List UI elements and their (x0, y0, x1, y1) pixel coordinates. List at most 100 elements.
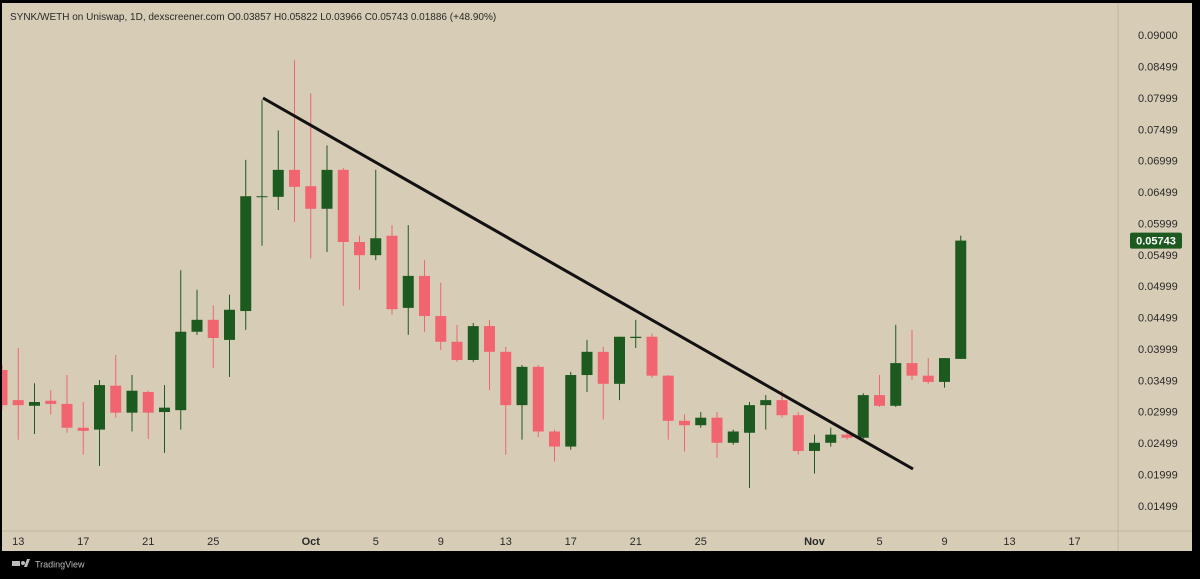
y-tick-label: 0.02499 (1138, 438, 1178, 450)
chart-title: SYNK/WETH on Uniswap, 1D, dexscreener.co… (10, 12, 225, 23)
candle-body (874, 395, 885, 406)
header: SYNK/WETH on Uniswap, 1D, dexscreener.co… (10, 12, 496, 23)
candle-body (305, 186, 317, 209)
ohlc-change: 0.01886 (+48.90%) (411, 12, 496, 23)
x-tick-label: Nov (804, 536, 826, 548)
x-tick-label: Oct (302, 536, 321, 548)
x-tick-label: 17 (77, 536, 89, 548)
x-tick-label: 9 (941, 536, 947, 548)
brand-logo (12, 559, 30, 567)
candle-body (126, 390, 138, 413)
x-tick-label: 25 (695, 536, 707, 548)
candle-body (857, 395, 869, 438)
candle-body (321, 169, 333, 209)
candle-body (500, 351, 512, 406)
candle-body (955, 240, 967, 359)
candle-body (175, 331, 187, 411)
y-tick-label: 0.01999 (1138, 469, 1178, 481)
candle-body (532, 366, 544, 432)
candle-body (695, 417, 707, 426)
candle-body (29, 402, 40, 406)
candle-body (337, 169, 349, 243)
y-tick-label: 0.09000 (1138, 30, 1178, 42)
candle-body (94, 385, 105, 430)
y-tick-label: 0.03499 (1138, 375, 1178, 387)
candle-body (419, 275, 430, 317)
ohlc-close: C0.05743 (365, 12, 409, 23)
x-tick-label: 17 (565, 536, 577, 548)
candle-body (744, 405, 755, 433)
ohlc-high: H0.05822 (274, 12, 318, 23)
candle-body (776, 400, 788, 416)
candle-body (890, 363, 902, 406)
y-tick-label: 0.03999 (1138, 344, 1178, 356)
candle-body (467, 326, 479, 360)
candle-body (597, 351, 609, 384)
candle-body (402, 275, 414, 308)
candle-body (224, 309, 235, 340)
candle-body (516, 366, 528, 406)
candle-body (939, 358, 950, 382)
x-tick-label: 5 (876, 536, 882, 548)
candle-body (922, 375, 934, 382)
candle-body (77, 427, 89, 431)
candle-body (727, 431, 739, 443)
candle-body (370, 238, 382, 256)
last-price-box (1130, 232, 1182, 249)
trend-line (262, 96, 914, 471)
candle-body (142, 391, 154, 413)
candle-body (207, 319, 219, 339)
candle-body (549, 431, 560, 447)
brand: TradingView (35, 559, 85, 569)
candle-body (565, 375, 577, 447)
candle-body (256, 196, 268, 198)
candle-body (581, 351, 593, 376)
x-tick-label: 13 (500, 536, 512, 548)
candle-body (12, 400, 24, 406)
y-tick-label: 0.08499 (1138, 62, 1178, 74)
candle-body (630, 336, 642, 339)
x-tick-label: 5 (373, 536, 379, 548)
candle-body (792, 415, 804, 451)
candle-body (484, 326, 495, 352)
y-tick-label: 0.07499 (1138, 124, 1178, 136)
x-tick-label: 13 (1003, 536, 1015, 548)
ohlc-open: O0.03857 (227, 12, 271, 23)
candle-body (711, 417, 723, 443)
candle-body (809, 442, 820, 451)
y-tick-label: 0.01499 (1138, 501, 1178, 513)
x-tick-label: 17 (1068, 536, 1080, 548)
candle-body (646, 336, 658, 376)
x-tick-label: 13 (12, 536, 24, 548)
candle-body (61, 403, 73, 428)
candle-body (272, 169, 284, 197)
candle-body (662, 375, 674, 421)
y-tick-label: 0.04999 (1138, 281, 1178, 293)
candle-body (386, 235, 398, 310)
candle-body (110, 385, 122, 413)
chart-background (2, 3, 1192, 551)
y-tick-label: 0.02999 (1138, 407, 1178, 419)
y-tick-label: 0.07999 (1138, 93, 1178, 105)
candle-body (614, 336, 625, 384)
candle-body (906, 363, 918, 376)
y-tick-label: 0.06499 (1138, 187, 1178, 199)
x-tick-label: 9 (438, 536, 444, 548)
candle-body (451, 341, 463, 360)
y-tick-label: 0.05999 (1138, 218, 1178, 230)
candle-body (45, 400, 57, 404)
candle-body (2, 370, 8, 406)
candle-body (435, 316, 447, 342)
y-tick-label: 0.04499 (1138, 313, 1178, 325)
y-tick-label: 0.06999 (1138, 156, 1178, 168)
candle-body (760, 400, 772, 406)
candle-body (841, 434, 853, 438)
x-tick-label: 21 (630, 536, 642, 548)
candle-body (240, 196, 252, 312)
candle-body (354, 242, 365, 256)
x-tick-label: 21 (142, 536, 154, 548)
last-price-label: 0.05743 (1136, 235, 1176, 247)
ohlc-low: L0.03966 (320, 12, 362, 23)
candle-body (289, 169, 300, 187)
